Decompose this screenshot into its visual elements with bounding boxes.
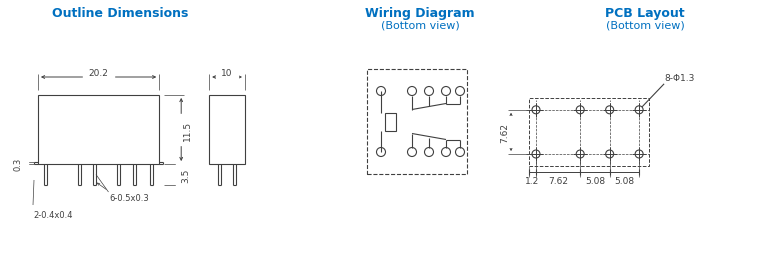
Text: 3.5: 3.5	[182, 168, 190, 182]
Text: 7.62: 7.62	[548, 176, 568, 185]
Bar	[386, 113, 396, 131]
Text: (Bottom view): (Bottom view)	[606, 20, 685, 30]
Text: 7.62: 7.62	[500, 122, 509, 142]
Text: (Bottom view): (Bottom view)	[381, 20, 459, 30]
Text: Wiring Diagram: Wiring Diagram	[365, 7, 475, 20]
Bar	[529, 98, 649, 166]
Text: 2-0.4x0.4: 2-0.4x0.4	[33, 210, 73, 219]
Text: 8-Φ1.3: 8-Φ1.3	[664, 73, 695, 83]
Text: 11.5: 11.5	[183, 120, 192, 140]
Text: 10: 10	[221, 68, 233, 77]
Bar	[367, 70, 467, 174]
Bar	[209, 96, 245, 164]
Text: Outline Dimensions: Outline Dimensions	[52, 7, 188, 20]
Text: 6-0.5x0.3: 6-0.5x0.3	[109, 193, 149, 202]
Text: 0.3: 0.3	[14, 157, 22, 170]
Bar	[38, 96, 159, 164]
Text: 5.08: 5.08	[614, 176, 634, 185]
Text: 20.2: 20.2	[89, 68, 109, 77]
Text: PCB Layout: PCB Layout	[605, 7, 685, 20]
Text: 1.2: 1.2	[526, 176, 539, 185]
Text: 5.08: 5.08	[585, 176, 605, 185]
